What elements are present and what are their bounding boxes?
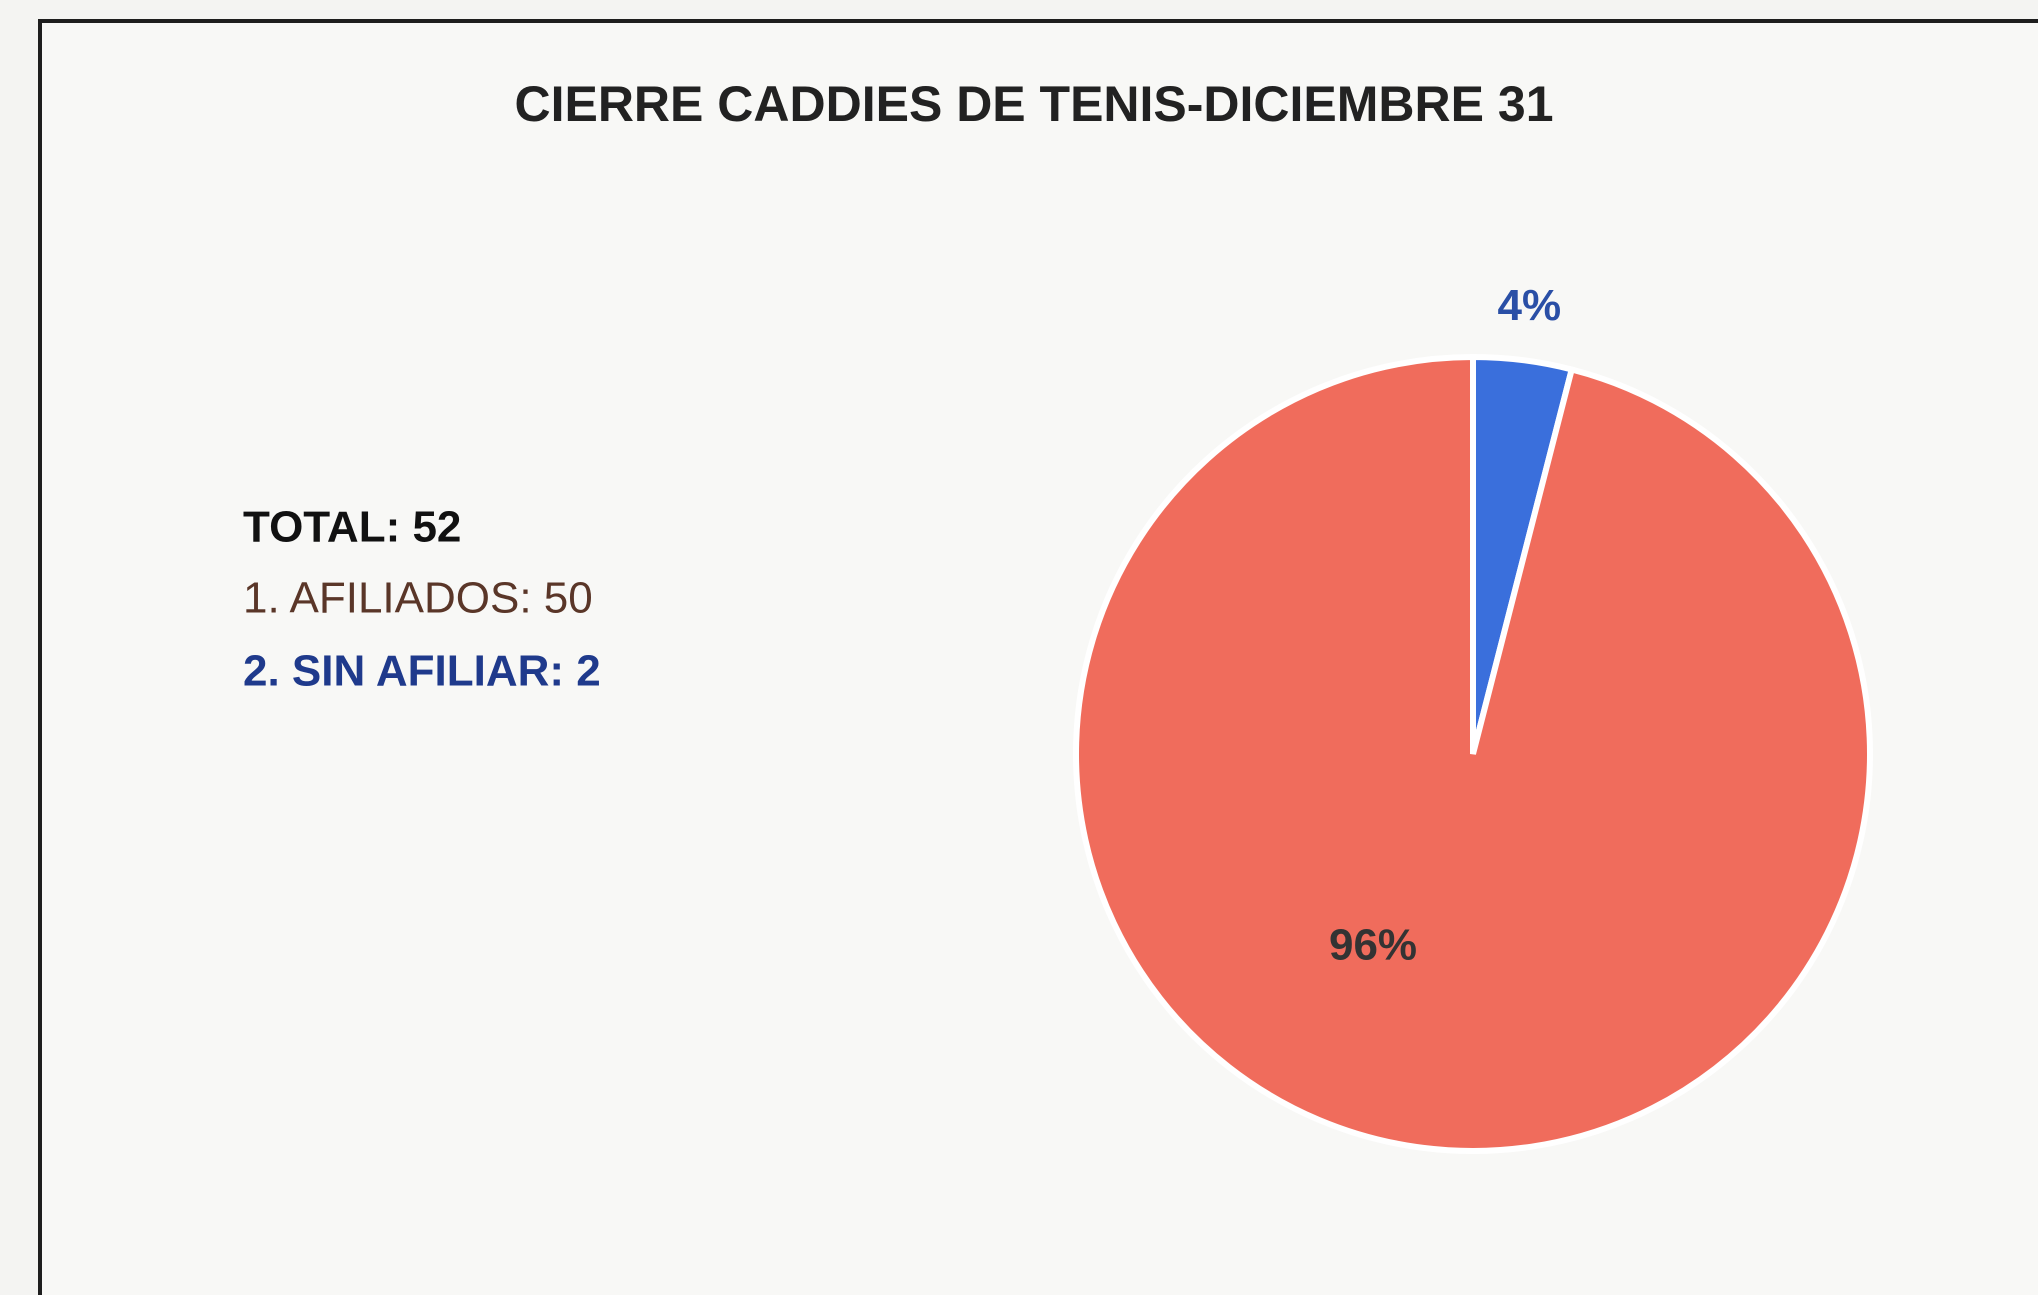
pie-slice bbox=[1073, 353, 1873, 1154]
annotation-total: TOTAL: 52 bbox=[243, 503, 461, 552]
chart-title: CIERRE CADDIES DE TENIS-DICIEMBRE 31 bbox=[514, 76, 1553, 132]
data-label: 96% bbox=[1329, 921, 1417, 970]
data-label: 4% bbox=[1497, 281, 1561, 330]
annotation-afiliados: 1. AFILIADOS: 50 bbox=[243, 574, 593, 623]
annotation-sin-afiliar: 2. SIN AFILIAR: 2 bbox=[243, 647, 601, 696]
